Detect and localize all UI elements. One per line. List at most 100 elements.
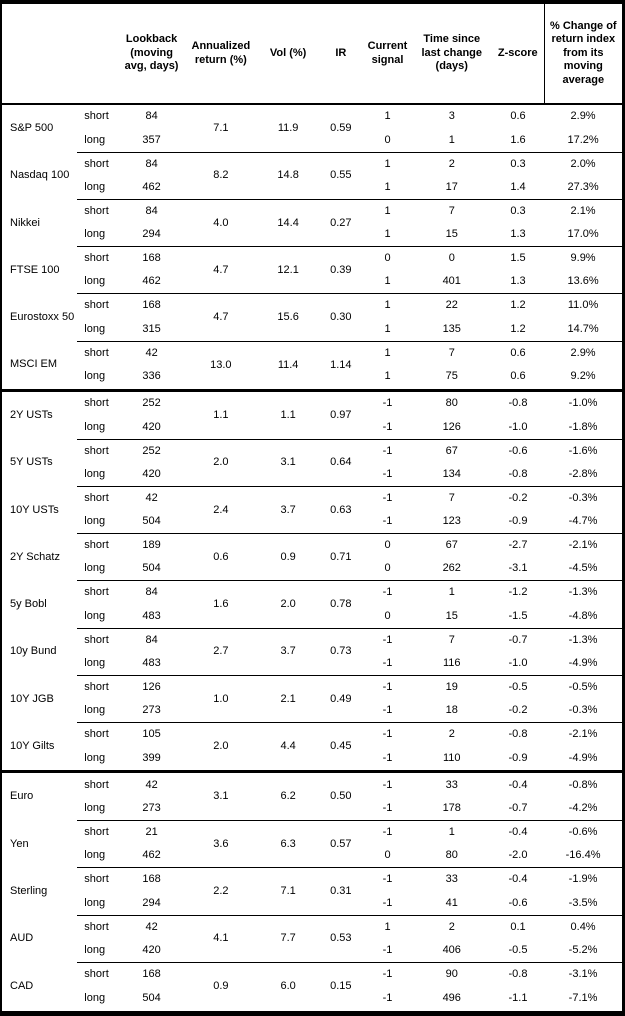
annualized-return-cell: 2.4 xyxy=(183,485,258,534)
pct-change-cell: -16.4% xyxy=(565,849,601,862)
table-row: long 420 -1 134 -0.8 -2.8% xyxy=(1,463,624,487)
pct-change-cell: -1.0% xyxy=(544,388,624,416)
vol-cell: 3.7 xyxy=(258,485,319,534)
time-since-cell: 41 xyxy=(445,896,458,909)
z-score-cell: 0.3 xyxy=(491,151,545,176)
side-cell: long xyxy=(84,992,106,1004)
vol-cell: 3.7 xyxy=(258,627,319,676)
vol-cell: 14.4 xyxy=(258,198,319,247)
vol-cell: 4.4 xyxy=(258,722,319,772)
time-since-cell: 0 xyxy=(411,246,492,271)
z-score-cell: 0.1 xyxy=(491,914,545,939)
table-row: long 315 1 135 1.2 14.7% xyxy=(1,318,624,342)
ir-cell: 0.39 xyxy=(318,246,364,294)
time-since-cell: 401 xyxy=(442,275,461,288)
asset-name-cell: 10Y JGB xyxy=(10,692,54,705)
lookback-cell: 42 xyxy=(119,770,184,797)
current-signal-cell: 0 xyxy=(384,133,391,146)
lookback-cell: 84 xyxy=(119,627,184,652)
current-signal-cell: 1 xyxy=(384,370,391,383)
asset-name-cell: Nasdaq 100 xyxy=(10,169,70,182)
table-row: MSCI EM short 42 13.0 11.4 1.14 1 7 0.6 2.9% xyxy=(1,340,624,391)
current-signal-cell: 0 xyxy=(363,246,412,271)
side-cell: short xyxy=(77,438,120,463)
time-since-cell: 75 xyxy=(445,370,458,383)
side-cell: long xyxy=(84,515,106,528)
asset-name-cell: 10y Bund xyxy=(10,645,57,658)
table-row: long 420 -1 406 -0.5 -5.2% xyxy=(1,939,624,963)
pct-change-cell: -2.1% xyxy=(544,722,624,747)
time-since-cell: 7 xyxy=(411,198,492,223)
side-cell: long xyxy=(84,609,106,622)
pct-change-cell: -1.3% xyxy=(544,627,624,652)
side-cell: long xyxy=(84,849,106,862)
ir-cell: 0.63 xyxy=(318,485,364,534)
z-score-cell: -0.5 xyxy=(508,943,528,956)
side-cell: long xyxy=(84,562,106,575)
time-since-cell: 123 xyxy=(442,515,461,528)
ir-cell: 0.55 xyxy=(318,151,364,200)
vol-cell: 11.9 xyxy=(258,103,319,153)
lookback-cell: 252 xyxy=(119,388,184,416)
current-signal-cell: -1 xyxy=(363,820,412,845)
asset-name-cell: Euro xyxy=(1,770,78,821)
asset-name-cell: Sterling xyxy=(10,885,48,897)
current-signal-cell: -1 xyxy=(382,467,393,480)
time-since-cell: 15 xyxy=(445,609,458,622)
pct-change-cell: 14.7% xyxy=(567,322,599,335)
pct-change-cell: -2.8% xyxy=(568,467,598,480)
side-cell: short xyxy=(77,914,120,939)
annualized-return-cell: 0.9 xyxy=(183,961,258,1014)
z-score-cell: -0.8 xyxy=(491,961,545,986)
current-signal-cell: -1 xyxy=(382,992,393,1004)
current-signal-cell: -1 xyxy=(363,674,412,699)
header-annualized-return: Annualized return (%) xyxy=(183,2,258,105)
pct-change-cell: 9.9% xyxy=(544,246,624,271)
z-score-cell: -1.0 xyxy=(508,420,528,433)
table-row: 5y Bobl short 84 1.6 2.0 0.78 -1 1 -1.2 -1.3% xyxy=(1,580,624,629)
ir-cell: 0.31 xyxy=(318,867,364,916)
pct-change-cell: -3.5% xyxy=(568,896,598,909)
current-signal-cell: -1 xyxy=(382,896,393,909)
table-row: long 294 -1 41 -0.6 -3.5% xyxy=(1,892,624,916)
pct-change-cell: -0.3% xyxy=(568,704,598,717)
side-cell: long xyxy=(84,802,106,815)
ir-cell: 0.78 xyxy=(318,580,364,629)
pct-change-cell: -4.9% xyxy=(568,751,598,764)
z-score-cell: 0.6 xyxy=(491,340,545,365)
pct-change-cell: 2.0% xyxy=(544,151,624,176)
current-signal-cell: -1 xyxy=(363,961,412,986)
vol-cell: 3.1 xyxy=(258,438,319,487)
pct-change-cell: -1.3% xyxy=(544,580,624,605)
ir-cell: 0.59 xyxy=(318,103,364,153)
current-signal-cell: -1 xyxy=(363,722,412,747)
annualized-return-cell: 4.0 xyxy=(183,198,258,247)
z-score-cell: -2.7 xyxy=(491,533,545,558)
lookback-cell: 483 xyxy=(142,609,161,622)
side-cell: short xyxy=(77,198,120,223)
annualized-return-cell: 3.1 xyxy=(183,770,258,821)
pct-change-cell: 17.0% xyxy=(567,228,599,241)
table-row: long 273 -1 18 -0.2 -0.3% xyxy=(1,699,624,723)
time-since-cell: 80 xyxy=(445,849,458,862)
vol-cell: 7.1 xyxy=(258,867,319,916)
time-since-cell: 135 xyxy=(442,322,461,335)
pct-change-cell: -4.5% xyxy=(568,562,598,575)
side-cell: short xyxy=(77,961,120,986)
annualized-return-cell: 1.0 xyxy=(183,674,258,723)
z-score-cell: -0.8 xyxy=(491,722,545,747)
current-signal-cell: -1 xyxy=(382,802,393,815)
header-lookback: Lookback (moving avg, days) xyxy=(119,2,184,105)
ir-cell: 0.49 xyxy=(318,674,364,723)
current-signal-cell: 1 xyxy=(384,322,391,335)
z-score-cell: -1.0 xyxy=(508,656,528,669)
pct-change-cell: 9.2% xyxy=(570,370,596,383)
current-signal-cell: -1 xyxy=(363,770,412,797)
lookback-cell: 420 xyxy=(142,420,161,433)
ir-cell: 0.45 xyxy=(318,722,364,772)
lookback-cell: 483 xyxy=(142,656,161,669)
table-row: 10Y JGB short 126 1.0 2.1 0.49 -1 19 -0.5 -0.5% xyxy=(1,674,624,723)
pct-change-cell: -1.6% xyxy=(544,438,624,463)
lookback-cell: 42 xyxy=(119,914,184,939)
time-since-cell: 18 xyxy=(445,704,458,717)
